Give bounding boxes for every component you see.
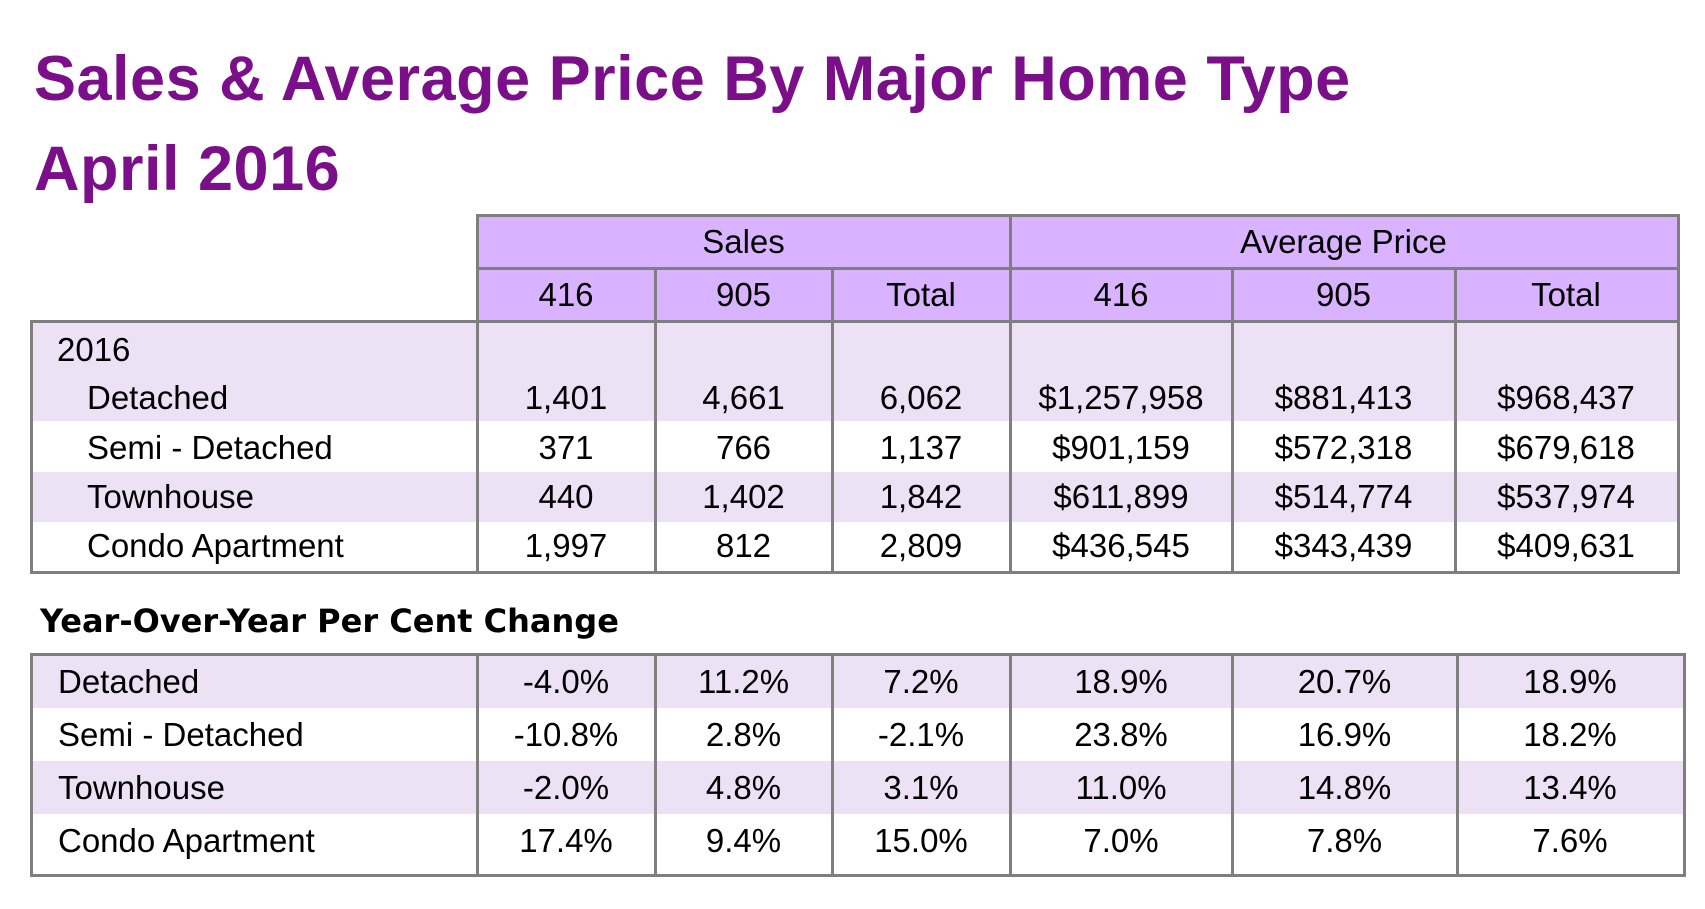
table-cell: 23.8% bbox=[1074, 715, 1168, 753]
table-cell: 14.8% bbox=[1297, 768, 1392, 806]
border-line bbox=[1454, 267, 1457, 574]
table-row-label: Detached bbox=[58, 662, 200, 700]
column-header: 905 bbox=[1232, 268, 1455, 321]
border-line bbox=[1683, 653, 1686, 877]
column-header: 905 bbox=[655, 268, 832, 321]
border-line bbox=[1231, 267, 1234, 574]
table-cell: 2.8% bbox=[705, 715, 782, 753]
table-cell: -2.0% bbox=[522, 768, 610, 806]
table-row-label: Semi - Detached bbox=[58, 715, 304, 753]
table-row-label: Townhouse bbox=[58, 768, 225, 806]
table-cell: 18.2% bbox=[1523, 715, 1617, 753]
border-line bbox=[1231, 653, 1234, 877]
table-cell: $901,159 bbox=[1052, 429, 1190, 466]
table-cell: 4,661 bbox=[702, 379, 785, 416]
border-line bbox=[477, 214, 1680, 217]
table-cell: $968,437 bbox=[1497, 379, 1635, 416]
table-row-label: Townhouse bbox=[87, 478, 254, 515]
border-line bbox=[477, 267, 1680, 270]
table-cell: 1,402 bbox=[702, 478, 785, 515]
border-line bbox=[654, 653, 657, 877]
table-row-label: Condo Apartment bbox=[87, 527, 344, 564]
border-line bbox=[476, 653, 479, 877]
table-cell: $409,631 bbox=[1497, 527, 1635, 564]
table-row-label: Condo Apartment bbox=[58, 821, 315, 859]
table-cell: 15.0% bbox=[874, 821, 968, 859]
table-cell: 812 bbox=[715, 527, 772, 564]
border-line bbox=[1009, 653, 1012, 877]
table-cell: 1,842 bbox=[879, 478, 963, 515]
table-cell: 1,997 bbox=[524, 527, 608, 564]
table-cell: $679,618 bbox=[1497, 429, 1635, 466]
table-row-label: Semi - Detached bbox=[87, 429, 333, 466]
table-cell: 9.4% bbox=[705, 821, 782, 859]
table-cell: 18.9% bbox=[1074, 662, 1168, 700]
table-cell: 1,401 bbox=[524, 379, 608, 416]
year-label: 2016 bbox=[57, 331, 131, 368]
border-line bbox=[30, 320, 33, 574]
column-header: Total bbox=[832, 268, 1010, 321]
table-row-label: Detached bbox=[87, 379, 229, 416]
band-row bbox=[30, 655, 1683, 708]
table-cell: 6,062 bbox=[879, 379, 963, 416]
border-line bbox=[654, 267, 657, 574]
table-cell: $881,413 bbox=[1274, 379, 1413, 416]
table-cell: -4.0% bbox=[522, 662, 610, 700]
table-cell: -10.8% bbox=[513, 715, 619, 753]
border-line bbox=[30, 653, 1686, 656]
band-row bbox=[30, 761, 1683, 814]
border-line bbox=[476, 214, 479, 574]
border-line bbox=[1677, 214, 1680, 574]
table-cell: 371 bbox=[538, 429, 594, 466]
table-cell: $436,545 bbox=[1052, 527, 1190, 564]
border-line bbox=[831, 653, 834, 877]
table-cell: $572,318 bbox=[1274, 429, 1413, 466]
table-cell: 7.2% bbox=[883, 662, 959, 700]
yoy-heading: Year-Over-Year Per Cent Change bbox=[40, 602, 619, 640]
header-avg-price-group: Average Price bbox=[1010, 215, 1677, 268]
table-cell: 18.9% bbox=[1523, 662, 1617, 700]
column-header: 416 bbox=[477, 268, 655, 321]
table-cell: 20.7% bbox=[1297, 662, 1392, 700]
border-line bbox=[30, 874, 1686, 877]
border-line bbox=[1009, 214, 1012, 574]
table-cell: $611,899 bbox=[1053, 478, 1189, 515]
table-cell: $343,439 bbox=[1274, 527, 1413, 564]
title-line-2: April 2016 bbox=[34, 134, 341, 204]
table-cell: 7.8% bbox=[1306, 821, 1383, 859]
table-cell: $514,774 bbox=[1274, 478, 1413, 515]
table-cell: 13.4% bbox=[1523, 768, 1617, 806]
table-cell: 1,137 bbox=[879, 429, 963, 466]
border-line bbox=[30, 571, 1680, 574]
table-cell: 7.6% bbox=[1532, 821, 1608, 859]
title-line-1: Sales & Average Price By Major Home Type bbox=[34, 44, 1351, 114]
border-line bbox=[831, 267, 834, 574]
border-line bbox=[30, 653, 33, 877]
table-cell: -2.1% bbox=[877, 715, 965, 753]
table-cell: 766 bbox=[715, 429, 772, 466]
table-cell: 4.8% bbox=[705, 768, 782, 806]
table-cell: 16.9% bbox=[1297, 715, 1392, 753]
page-title: Sales & Average Price By Major Home Type… bbox=[34, 34, 1351, 214]
border-line bbox=[30, 320, 1680, 323]
column-header: Total bbox=[1455, 268, 1677, 321]
band-row bbox=[30, 321, 1677, 421]
table-cell: $537,974 bbox=[1497, 478, 1635, 515]
column-header: 416 bbox=[1010, 268, 1232, 321]
table-cell: 17.4% bbox=[519, 821, 613, 859]
header-sales-group: Sales bbox=[477, 215, 1010, 268]
table-cell: 2,809 bbox=[879, 527, 963, 564]
table-cell: 3.1% bbox=[883, 768, 959, 806]
table-cell: 7.0% bbox=[1083, 821, 1159, 859]
table-cell: $1,257,958 bbox=[1038, 379, 1204, 416]
table-cell: 11.2% bbox=[697, 662, 790, 700]
table-cell: 11.0% bbox=[1075, 768, 1167, 806]
band-row bbox=[30, 472, 1677, 522]
table-cell: 440 bbox=[538, 478, 594, 515]
border-line bbox=[1456, 653, 1459, 877]
